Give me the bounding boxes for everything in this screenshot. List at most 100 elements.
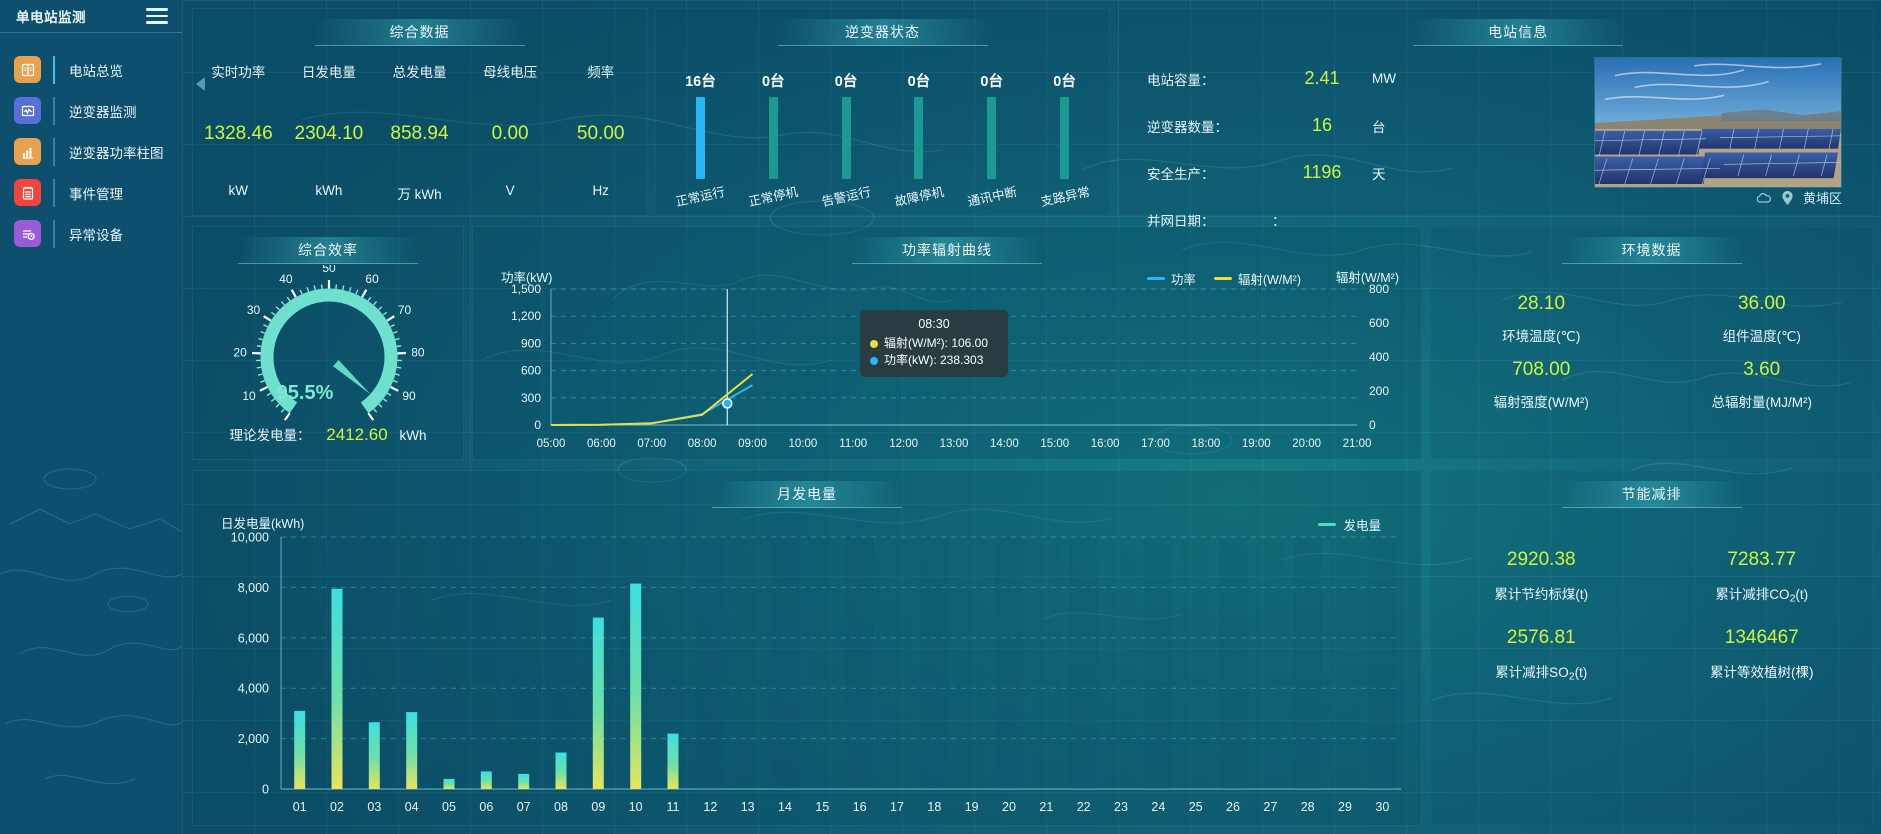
bar[interactable] (555, 752, 567, 790)
axis-tick-label: 600 (521, 364, 541, 378)
sidebar-item-inverter-power-bar[interactable]: 逆变器功率柱图 (0, 131, 182, 172)
gauge-minor-tick (260, 330, 266, 334)
bar[interactable] (406, 712, 418, 789)
bar-column-band[interactable] (472, 537, 501, 789)
bar-column-band[interactable] (546, 537, 576, 789)
inverter-status-bar-item[interactable]: 0台 正常停机 (740, 70, 806, 209)
bar-column-band[interactable] (1218, 537, 1248, 789)
legend-item[interactable]: 辐射(W/M²) (1213, 269, 1301, 288)
bar-column-band[interactable] (1181, 537, 1210, 789)
bar-column-band[interactable] (1106, 537, 1136, 789)
gauge-minor-tick (256, 345, 262, 348)
bar[interactable] (518, 773, 530, 789)
bar-column-band[interactable] (920, 537, 949, 789)
power-irradiance-line-chart[interactable]: 0 300 600 900 1,200 1,500 0 200 400 600 800 05:00 06… (473, 279, 1421, 461)
bar-column-band[interactable] (994, 537, 1024, 789)
sidebar-item-abnormal-device[interactable]: 异常设备 (0, 213, 182, 254)
bar-column-band[interactable] (845, 537, 874, 789)
metric-value: 36.00 (1737, 293, 1786, 314)
bar[interactable] (294, 710, 306, 789)
axis-tick-label: 09:00 (738, 438, 767, 450)
metric-value: 50.00 (576, 123, 625, 144)
gauge-major-tick (290, 289, 297, 298)
bar-column-band[interactable] (509, 537, 538, 789)
inverter-status-bar-item[interactable]: 0台 告警运行 (813, 70, 879, 209)
inverter-status-bar-item[interactable]: 0台 通讯中断 (959, 70, 1025, 209)
gauge-minor-tick (395, 373, 400, 376)
inverter-status-bar (914, 97, 924, 179)
inverter-status-label: 故障停机 (893, 184, 946, 210)
legend-swatch (1146, 277, 1165, 280)
nav-separator (53, 137, 55, 166)
bar-column-band[interactable] (1256, 537, 1285, 789)
axis-tick-label: 12:00 (889, 438, 918, 450)
bar-column-band[interactable] (770, 537, 800, 789)
inverter-status-count: 0台 (980, 74, 1003, 90)
axis-tick-label: 14:00 (990, 438, 1019, 450)
axis-tick-label: 15:00 (1040, 438, 1069, 450)
bar[interactable] (331, 588, 343, 789)
bar-column-band[interactable] (1293, 537, 1322, 789)
bar-column-band[interactable] (957, 537, 986, 789)
bar-column-band[interactable] (733, 537, 762, 789)
collapse-left-arrow-icon[interactable] (196, 77, 205, 91)
metric-unit: kW (228, 183, 249, 198)
inverter-status-bar (695, 97, 705, 179)
metric-name: 总辐射量(MJ/M²) (1711, 395, 1812, 410)
legend-swatch (1318, 523, 1337, 526)
sidebar-item-station-overview[interactable]: 电站总览 (0, 49, 182, 90)
bar[interactable] (368, 722, 380, 789)
sidebar-item-event-management[interactable]: 事件管理 (0, 172, 182, 213)
axis-tick-label: 0 (1369, 418, 1376, 432)
axis-tick-label: 06 (479, 800, 493, 814)
inverter-status-bar-item[interactable]: 0台 故障停机 (886, 70, 952, 209)
row-unit: 台 (1372, 119, 1386, 135)
axis-tick-label: 07:00 (637, 438, 666, 450)
metric-unit: kWh (315, 183, 343, 198)
gauge-tick-label: 90 (402, 389, 416, 403)
chart-legend[interactable]: 发电量 (1318, 515, 1381, 534)
bar-column-band[interactable] (882, 537, 912, 789)
bar[interactable] (667, 733, 679, 789)
bar[interactable] (592, 617, 604, 789)
row-value: 16 (1311, 115, 1333, 135)
gauge-tick-label: 70 (398, 303, 412, 317)
bar-column-band[interactable] (1069, 537, 1098, 789)
nav-separator (53, 55, 55, 84)
chart-legend: 功率 辐射(W/M²) (1146, 269, 1301, 288)
axis-tick-label: 19 (965, 800, 979, 814)
inverter-status-bar-item[interactable]: 16台 正常运行 (667, 70, 733, 209)
station-footer: 黄埔区 (1755, 188, 1842, 207)
bar-column-band[interactable] (696, 537, 725, 789)
gauge-major-tick (259, 386, 268, 392)
bar-column-band[interactable] (808, 537, 837, 789)
inverter-monitor-icon (14, 97, 41, 124)
bar-column-band[interactable] (1032, 537, 1061, 789)
monthly-generation-bar-chart[interactable]: 0 2,000 4,000 6,000 8,000 10,000 01 02 03 04 05 06 0… (193, 529, 1421, 825)
gauge-minor-tick (378, 306, 383, 311)
hamburger-icon[interactable] (146, 8, 168, 24)
metric-unit: V (505, 183, 515, 198)
gauge-major-tick (361, 289, 368, 298)
inverter-status-count: 0台 (1053, 74, 1076, 90)
bar-column-band[interactable] (1330, 537, 1360, 789)
bar-column-band[interactable] (1368, 537, 1397, 789)
bar-column-band[interactable] (1144, 537, 1173, 789)
highlighted-data-point[interactable] (722, 398, 733, 409)
legend-item[interactable]: 功率 (1146, 269, 1196, 288)
bar[interactable] (630, 583, 642, 789)
inverter-status-bar-item[interactable]: 0台 支路异常 (1032, 70, 1098, 209)
sidebar-item-inverter-monitor[interactable]: 逆变器监测 (0, 90, 182, 131)
row-value: 1196 (1302, 162, 1342, 182)
bar-column-band[interactable] (434, 537, 464, 789)
gauge-major-tick (386, 315, 395, 322)
axis-tick-label: 13 (741, 800, 755, 814)
axis-tick-label: 22 (1077, 800, 1091, 814)
station-info-rows: 电站容量： 2.41 MW 逆变器数量： 16 台 安全生产： 1196 天 并… (1147, 55, 1537, 243)
inverter-status-label: 告警运行 (820, 184, 873, 210)
bar-chart-svg: 0 2,000 4,000 6,000 8,000 10,000 01 02 03 04 05 06 0… (231, 531, 1401, 814)
bar[interactable] (443, 778, 455, 789)
legend-label: 功率 (1170, 273, 1196, 287)
bar[interactable] (480, 771, 492, 789)
gauge-value-label: 95.5% (277, 382, 334, 404)
